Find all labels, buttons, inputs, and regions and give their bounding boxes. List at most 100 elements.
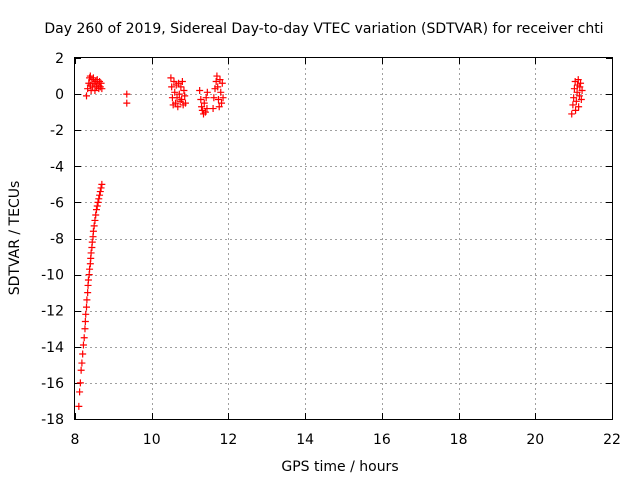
- data-point: [98, 85, 106, 93]
- data-point: [201, 108, 209, 116]
- data-point: [167, 74, 175, 82]
- data-point: [178, 77, 186, 85]
- y-tick-label: -14: [41, 340, 64, 356]
- data-point: [196, 86, 204, 94]
- data-point: [570, 85, 578, 93]
- data-point: [98, 180, 106, 188]
- x-tick-labels: 8 10 12 14 16 18 20 22: [71, 432, 621, 448]
- data-point: [97, 184, 105, 192]
- x-axis-label: GPS time / hours: [281, 459, 398, 475]
- data-point: [170, 77, 178, 85]
- x-tick-label: 12: [220, 432, 238, 448]
- data-point: [75, 402, 83, 410]
- data-point: [76, 379, 84, 387]
- data-point: [212, 77, 220, 85]
- data-point: [80, 334, 88, 342]
- data-point: [168, 83, 176, 91]
- data-point: [83, 303, 91, 311]
- data-point: [572, 106, 580, 114]
- x-tick-label: 22: [603, 432, 621, 448]
- data-point: [218, 79, 226, 87]
- data-point: [123, 99, 131, 107]
- data-point: [81, 318, 89, 326]
- data-point: [578, 86, 586, 94]
- data-point: [76, 388, 84, 396]
- data-point: [175, 79, 183, 87]
- data-point: [217, 88, 225, 96]
- data-point: [210, 94, 218, 102]
- data-point: [203, 105, 211, 113]
- data-points: [75, 72, 586, 410]
- y-tick-label: 2: [55, 51, 64, 67]
- data-point: [574, 76, 582, 84]
- data-point: [180, 86, 188, 94]
- data-point: [209, 105, 217, 113]
- y-axis-label: SDTVAR / TECUs: [7, 181, 23, 296]
- y-tick-label: -4: [50, 159, 64, 175]
- data-point: [96, 191, 104, 199]
- data-point: [79, 341, 87, 349]
- data-point: [86, 265, 94, 273]
- data-point: [95, 195, 103, 203]
- data-point: [171, 88, 179, 96]
- data-point: [216, 76, 224, 84]
- data-point: [197, 96, 205, 104]
- y-tick-labels: 2 0 -2 -4 -6 -8 -10 -12 -14 -16 -18: [41, 51, 64, 428]
- data-point: [577, 79, 585, 87]
- data-point: [569, 101, 577, 109]
- data-point: [575, 92, 583, 100]
- grid-lines: [75, 58, 612, 419]
- y-tick-label: -10: [41, 268, 64, 284]
- data-point: [213, 72, 221, 80]
- data-point: [90, 222, 98, 230]
- data-point: [92, 206, 100, 214]
- data-point: [92, 211, 100, 219]
- data-point: [203, 88, 211, 96]
- data-point: [82, 310, 90, 318]
- data-point: [89, 74, 97, 82]
- data-point: [218, 99, 226, 107]
- plot-frame: [74, 57, 613, 420]
- x-tick-label: 14: [296, 432, 314, 448]
- data-point: [572, 97, 580, 105]
- data-point: [84, 289, 92, 297]
- y-tick-label: -2: [50, 123, 64, 139]
- data-point: [198, 103, 206, 111]
- y-tick-label: -12: [41, 304, 64, 320]
- data-point: [219, 94, 227, 102]
- x-tick-label: 16: [373, 432, 391, 448]
- data-point: [181, 92, 189, 100]
- data-point: [83, 92, 91, 100]
- y-tick-label: -8: [50, 232, 64, 248]
- data-point: [87, 249, 95, 257]
- x-tick-label: 20: [526, 432, 544, 448]
- data-point: [215, 103, 223, 111]
- data-point: [174, 103, 182, 111]
- data-point: [575, 103, 583, 111]
- data-point: [181, 99, 189, 107]
- data-point: [96, 188, 104, 196]
- data-point: [175, 90, 183, 98]
- data-point: [81, 325, 89, 333]
- data-point: [577, 96, 585, 104]
- data-point: [173, 94, 181, 102]
- y-tick-label: -18: [41, 412, 64, 428]
- data-point: [177, 83, 185, 91]
- data-point: [88, 238, 96, 246]
- data-point: [77, 366, 85, 374]
- y-tick-label: 0: [55, 87, 64, 103]
- x-tick-label: 10: [143, 432, 161, 448]
- data-point: [570, 94, 578, 102]
- data-point: [171, 99, 179, 107]
- data-point: [93, 202, 101, 210]
- data-point: [84, 276, 92, 284]
- data-point: [214, 96, 222, 104]
- data-point: [89, 227, 97, 235]
- data-point: [214, 83, 222, 91]
- data-point: [97, 79, 105, 87]
- x-tick-label: 18: [450, 432, 468, 448]
- data-point: [91, 86, 99, 94]
- data-point: [573, 88, 581, 96]
- data-point: [91, 216, 99, 224]
